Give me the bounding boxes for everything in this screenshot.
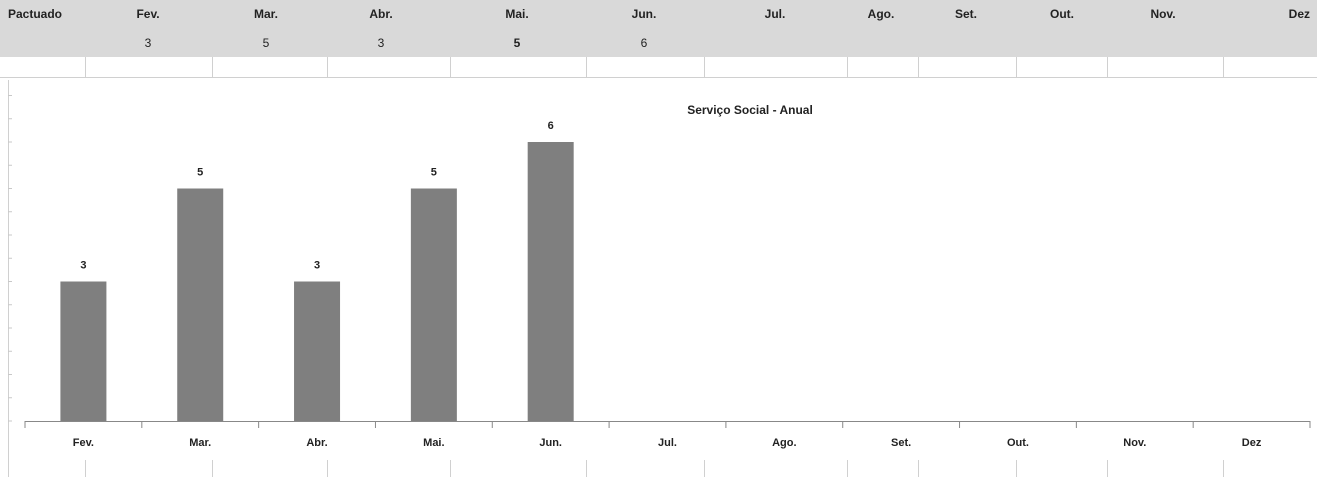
- chart-title: Serviço Social - Anual: [687, 103, 813, 117]
- header-cell: Fev.: [136, 7, 159, 21]
- header-cell: Nov.: [1150, 7, 1175, 21]
- header-cell: Out.: [1050, 7, 1074, 21]
- data-label: 3: [80, 259, 86, 271]
- header-cell: Dez: [1289, 7, 1310, 21]
- value-cell: 3: [378, 36, 385, 50]
- x-tick-label: Abr.: [306, 437, 327, 449]
- header-cell: Mar.: [254, 7, 278, 21]
- bar: [177, 188, 224, 421]
- data-label: 3: [314, 259, 320, 271]
- header-cell: Mai.: [505, 7, 528, 21]
- data-label: 5: [197, 166, 203, 178]
- x-tick-label: Fev.: [73, 437, 94, 449]
- x-tick-label: Mar.: [189, 437, 211, 449]
- bar: [527, 142, 574, 421]
- bar: [294, 281, 341, 421]
- header-cell: Abr.: [369, 7, 392, 21]
- x-tick-label: Ago.: [772, 437, 796, 449]
- bar: [410, 188, 457, 421]
- value-cell: 6: [641, 36, 648, 50]
- x-tick-label: Out.: [1007, 437, 1029, 449]
- value-cell: 5: [514, 36, 521, 50]
- header-cell: Jul.: [765, 7, 786, 21]
- header-cell: Pactuado: [8, 7, 62, 21]
- data-label: 6: [548, 120, 554, 132]
- x-tick-label: Jun.: [539, 437, 562, 449]
- data-label: 5: [431, 166, 437, 178]
- x-tick-label: Set.: [891, 437, 911, 449]
- x-tick-label: Dez: [1242, 437, 1262, 449]
- header-band: [0, 0, 1317, 57]
- value-cell: 3: [145, 36, 152, 50]
- header-cell: Ago.: [868, 7, 895, 21]
- x-tick-label: Jul.: [658, 437, 677, 449]
- header-cell: Set.: [955, 7, 977, 21]
- header-cell: Jun.: [632, 7, 657, 21]
- value-cell: 5: [263, 36, 270, 50]
- x-tick-label: Mai.: [423, 437, 444, 449]
- bar: [60, 281, 107, 421]
- x-tick-label: Nov.: [1123, 437, 1146, 449]
